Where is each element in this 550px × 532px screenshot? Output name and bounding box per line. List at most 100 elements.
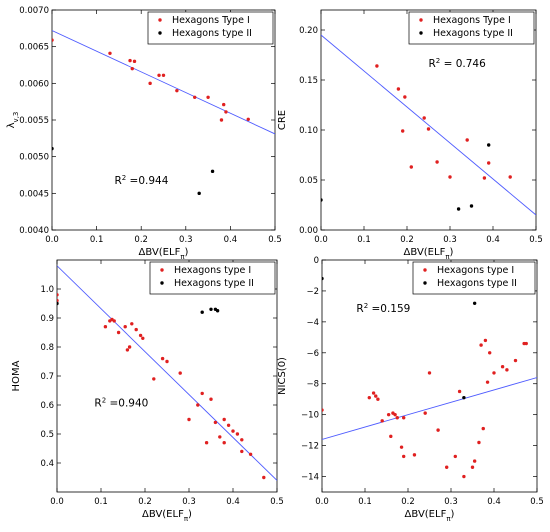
type-i-data-point — [402, 416, 406, 420]
type-ii-data-point — [197, 191, 201, 196]
type-i-data-point — [138, 333, 143, 338]
type-i-data-point — [123, 325, 127, 329]
x-tick-label: 0.2 — [401, 497, 415, 507]
type-i-data-point — [222, 417, 226, 422]
x-tick-label: 0.3 — [444, 497, 458, 507]
type-i-data-point — [209, 397, 213, 401]
legend-entry-label: Hexagons Type I — [172, 15, 250, 26]
regression-line — [52, 30, 275, 135]
x-tick-label: 0.1 — [94, 497, 108, 507]
x-tick-label: 0.2 — [400, 235, 414, 245]
x-tick-label: 0.3 — [443, 235, 457, 245]
type-i-data-point — [141, 336, 145, 340]
type-i-data-point — [246, 117, 250, 121]
type-i-data-point — [206, 95, 210, 99]
x-tick-label: 0.0 — [315, 497, 329, 507]
chart-panel-2: 0.0 0.1 0.2 0.3 0.4 0.5 0.00 0.05 0.10 0.15 0.20 ΔB… — [277, 9, 543, 261]
type-i-data-point — [492, 371, 496, 375]
type-i-data-point — [505, 368, 509, 372]
type-i-data-point — [130, 66, 134, 71]
x-tick-label: 0.5 — [268, 235, 282, 245]
type-i-data-point — [240, 449, 244, 454]
type-i-data-point — [412, 453, 417, 457]
type-i-data-point — [409, 165, 413, 169]
type-i-data-point — [427, 371, 432, 375]
y-tick-label: 0.7 — [40, 372, 54, 382]
y-tick-label: 0.00 — [299, 226, 318, 236]
type-i-data-point — [224, 110, 228, 114]
type-i-data-point — [219, 118, 224, 122]
type-i-data-point — [396, 87, 401, 91]
r-squared-annotation: R2 =0.940 — [94, 396, 148, 409]
type-i-data-point — [482, 176, 487, 180]
y-axis-label: λv,3 — [6, 112, 20, 129]
x-tick-label: 0.0 — [50, 497, 64, 507]
type-i-data-point — [508, 175, 512, 179]
type-i-data-point — [395, 416, 399, 420]
y-tick-label: 0.0060 — [19, 79, 49, 89]
type-ii-data-point — [57, 301, 59, 306]
type-i-data-point — [213, 420, 218, 425]
type-i-data-point — [457, 389, 462, 394]
type-i-data-point — [470, 465, 475, 469]
type-i-data-point — [52, 38, 54, 42]
x-tick-label: 0.4 — [486, 235, 500, 245]
type-i-data-point — [226, 423, 231, 427]
regression-line — [57, 265, 277, 481]
legend-entry-label: Hexagons Type I — [433, 15, 511, 26]
chart-panel-1: 0.0 0.1 0.2 0.3 0.4 0.5 0.0040 0.0045 0.0050 0.00… — [6, 6, 282, 261]
type-ii-data-point — [472, 301, 477, 306]
y-tick-label: 0.0055 — [19, 116, 49, 126]
x-tick-label: 0.5 — [529, 235, 543, 245]
legend-entry-label: Hexagons type II — [172, 28, 252, 39]
x-axis-label: ΔBV(ELFπ) — [142, 509, 192, 523]
x-tick-label: 0.3 — [182, 497, 196, 507]
type-ii-data-point — [462, 395, 466, 400]
type-i-data-point — [204, 441, 209, 445]
r-squared-annotation: R2 = 0.746 — [429, 57, 487, 70]
type-ii-data-point — [321, 198, 323, 202]
y-tick-label: 0.20 — [299, 26, 318, 36]
type-i-data-point — [485, 380, 490, 384]
type-i-data-point — [175, 88, 179, 93]
x-tick-label: 0.2 — [138, 497, 152, 507]
y-tick-label: 1.0 — [40, 285, 54, 295]
r-squared-annotation: R2 =0.159 — [356, 302, 410, 315]
x-tick-label: 0.0 — [45, 235, 59, 245]
type-i-data-point — [152, 377, 156, 381]
type-i-data-point — [376, 397, 380, 401]
type-i-data-point — [218, 435, 222, 439]
x-tick-label: 0.4 — [226, 497, 240, 507]
plot-frame — [56, 259, 278, 493]
type-i-data-point — [103, 325, 108, 329]
type-i-data-point — [57, 293, 59, 297]
x-tick-label: 0.0 — [314, 235, 328, 245]
type-i-data-point — [187, 417, 191, 422]
x-axis-label: ΔBV(ELFπ) — [404, 247, 454, 261]
legend-entry-label: Hexagons type II — [433, 28, 513, 39]
type-i-data-point — [231, 429, 235, 433]
legend-marker — [423, 268, 427, 272]
type-ii-data-point — [200, 310, 204, 314]
type-i-data-point — [423, 411, 427, 415]
y-tick-label: 0.8 — [40, 343, 54, 353]
type-i-data-point — [389, 434, 393, 439]
type-i-data-point — [462, 474, 466, 479]
chart-panel-4: 0.0 0.1 0.2 0.3 0.4 0.5 −14 −12 −10 −8 −6 −4 −2 0 ΔBV(… — [277, 256, 544, 523]
type-i-data-point — [448, 175, 452, 179]
type-i-data-point — [160, 356, 165, 361]
type-i-data-point — [483, 338, 488, 343]
y-tick-label: −4 — [306, 318, 319, 328]
y-axis-label: CRE — [277, 110, 288, 130]
x-tick-label: 0.1 — [358, 497, 372, 507]
y-tick-label: 0.6 — [40, 401, 54, 411]
type-i-data-point — [402, 454, 406, 459]
type-ii-data-point — [469, 204, 474, 208]
type-i-data-point — [108, 51, 112, 55]
type-i-data-point — [165, 359, 169, 364]
type-i-data-point — [386, 412, 391, 417]
legend-entry-label: Hexagons type II — [174, 278, 254, 289]
y-tick-label: −8 — [306, 380, 319, 390]
y-tick-label: 0.05 — [299, 176, 318, 186]
